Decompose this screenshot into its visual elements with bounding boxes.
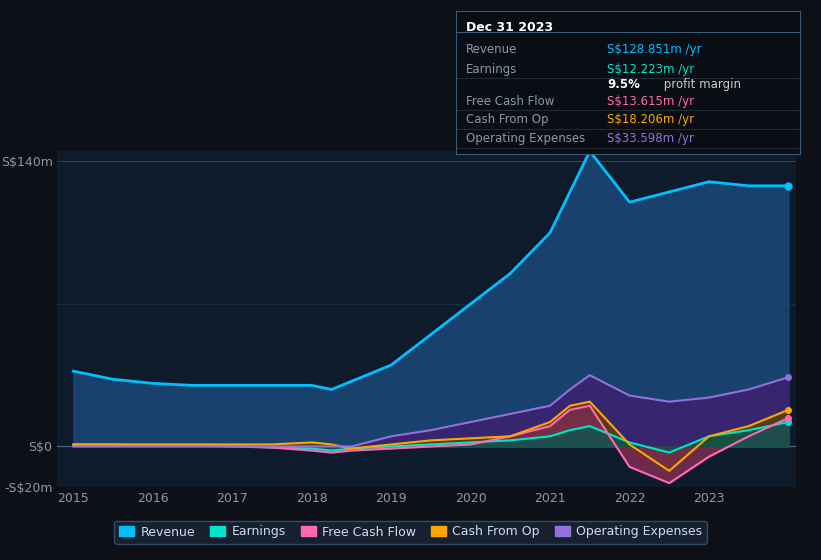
- Text: Cash From Op: Cash From Op: [466, 113, 548, 127]
- Text: S$12.223m /yr: S$12.223m /yr: [608, 63, 695, 76]
- Text: Operating Expenses: Operating Expenses: [466, 132, 585, 145]
- Text: Free Cash Flow: Free Cash Flow: [466, 95, 554, 108]
- Text: Dec 31 2023: Dec 31 2023: [466, 21, 553, 34]
- Text: Earnings: Earnings: [466, 63, 517, 76]
- Text: profit margin: profit margin: [660, 78, 741, 91]
- Text: S$33.598m /yr: S$33.598m /yr: [608, 132, 695, 145]
- Text: S$128.851m /yr: S$128.851m /yr: [608, 43, 702, 55]
- Text: S$18.206m /yr: S$18.206m /yr: [608, 113, 695, 127]
- Text: Revenue: Revenue: [466, 43, 517, 55]
- Legend: Revenue, Earnings, Free Cash Flow, Cash From Op, Operating Expenses: Revenue, Earnings, Free Cash Flow, Cash …: [114, 520, 707, 544]
- Text: S$13.615m /yr: S$13.615m /yr: [608, 95, 695, 108]
- Text: 9.5%: 9.5%: [608, 78, 640, 91]
